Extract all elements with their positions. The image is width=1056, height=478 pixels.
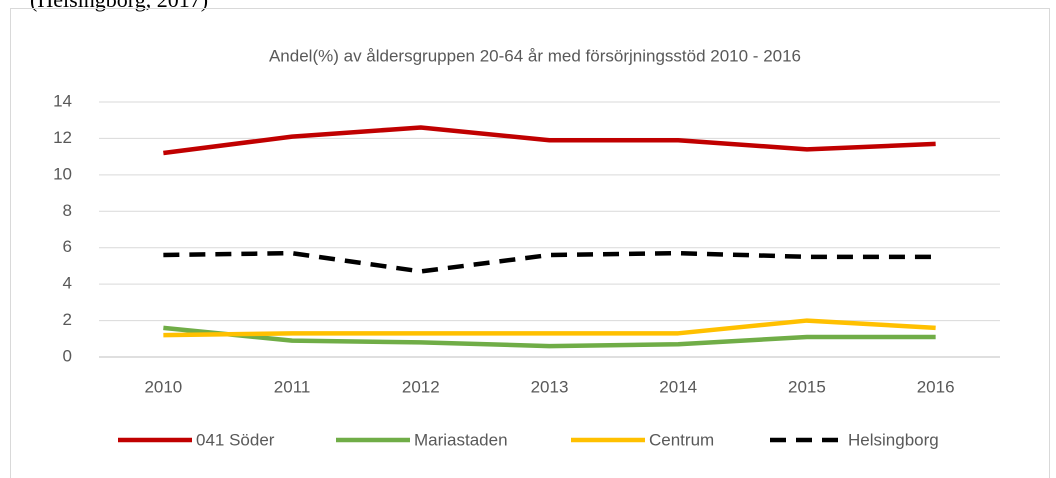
legend-label: Centrum [649, 430, 714, 449]
series-line [163, 125, 936, 156]
chart-title: Andel(%) av åldersgruppen 20-64 år med f… [269, 46, 801, 65]
y-tick-label: 6 [63, 237, 72, 256]
y-tick-label: 12 [53, 128, 72, 147]
x-tick-label: 2011 [274, 377, 311, 396]
x-tick-label: 2015 [788, 377, 826, 396]
x-tick-label: 2010 [144, 377, 182, 396]
y-tick-label: 0 [63, 346, 72, 365]
legend-label: 041 Söder [196, 430, 275, 449]
y-tick-label: 4 [63, 274, 72, 293]
caption: (Helsingborg, 2017) [30, 0, 208, 12]
x-tick-label: 2014 [659, 377, 697, 396]
legend-label: Helsingborg [848, 430, 939, 449]
y-tick-label: 8 [63, 201, 72, 220]
chart-frame [10, 8, 1050, 478]
legend-label: Mariastaden [414, 430, 508, 449]
series-line [163, 325, 936, 349]
y-tick-label: 14 [53, 91, 72, 110]
series-line [163, 250, 936, 274]
y-tick-label: 2 [63, 310, 72, 329]
y-tick-label: 10 [53, 164, 72, 183]
x-tick-label: 2013 [531, 377, 569, 396]
x-tick-label: 2016 [917, 377, 955, 396]
x-tick-label: 2012 [402, 377, 440, 396]
series-line [163, 318, 936, 338]
